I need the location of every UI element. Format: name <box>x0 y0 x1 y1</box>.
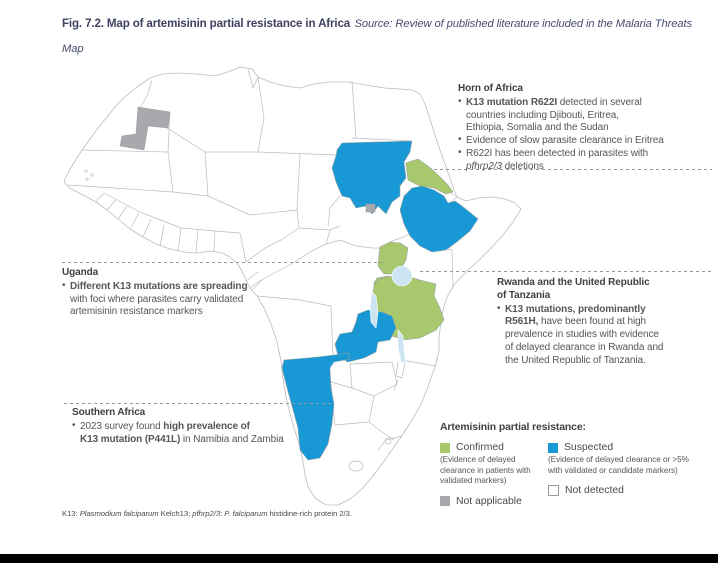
annotation-southern-africa: Southern Africa 2023 survey found high p… <box>72 407 324 446</box>
country-zambia <box>334 309 397 363</box>
annotation-uganda: Uganda Different K13 mutations are sprea… <box>62 267 286 319</box>
bottom-black-bar <box>0 554 718 563</box>
lake-victoria <box>391 265 413 287</box>
legend-grid: Confirmed (Evidence of delayed clearance… <box>440 442 714 507</box>
legend-item-suspected: Suspected <box>548 442 714 453</box>
legend-label: Confirmed <box>456 442 504 453</box>
bullet-item: Evidence of slow parasite clearance in E… <box>458 134 710 148</box>
lakes <box>369 265 413 363</box>
africa-continent-outline <box>63 66 522 506</box>
leader-line-southern-africa <box>64 403 332 404</box>
legend-item-confirmed: Confirmed <box>440 442 548 453</box>
legend-note-suspected: (Evidence of delayed clearance or >5% wi… <box>548 455 689 475</box>
legend-title: Artemisinin partial resistance: <box>440 422 586 433</box>
status-countries <box>119 106 479 461</box>
legend-column-right: Suspected (Evidence of delayed clearance… <box>548 442 714 507</box>
annotation-horn-of-africa: Horn of Africa K13 mutation R622I detect… <box>458 83 710 174</box>
figure-title: Fig. 7.2. Map of artemisinin partial res… <box>62 11 714 61</box>
annotation-rwanda-tanzania: Rwanda and the United Republic of Tanzani… <box>497 277 709 368</box>
country-eritrea <box>405 158 454 195</box>
bullet-item: K13 mutation R622I detected in severalco… <box>458 96 710 135</box>
legend-item-not-applicable: Not applicable <box>440 496 548 507</box>
not-applicable-swatch <box>440 496 450 507</box>
not-detected-swatch <box>548 485 559 497</box>
suspected-swatch <box>548 442 558 453</box>
country-ethiopia <box>399 185 479 253</box>
legend-label: Not detected <box>565 485 624 497</box>
bullet-item: R622I has been detected in parasites wit… <box>458 147 710 174</box>
leader-line-uganda <box>62 262 384 263</box>
country-abyei <box>365 203 376 213</box>
bullet-item: 2023 survey found high prevalence ofK13 … <box>72 420 324 447</box>
annotation-heading: Rwanda and the United Republic of Tanzani… <box>497 277 650 301</box>
figure-heading: Fig. 7.2. Map of artemisinin partial res… <box>62 17 351 30</box>
annotation-heading: Southern Africa <box>72 407 146 418</box>
annotation-bullets: Different K13 mutations are spreadingwit… <box>62 280 286 319</box>
annotation-bullets: 2023 survey found high prevalence ofK13 … <box>72 420 324 447</box>
annotation-heading: Horn of Africa <box>458 83 523 94</box>
annotation-heading: Uganda <box>62 267 99 278</box>
annotation-bullets: K13 mutation R622I detected in severalco… <box>458 96 710 174</box>
legend-note-confirmed: (Evidence of delayed clearance in patien… <box>440 455 531 486</box>
legend-label: Not applicable <box>456 495 522 507</box>
confirmed-swatch <box>440 442 450 453</box>
country-sudan <box>331 140 413 215</box>
country-western-sahara <box>119 106 171 151</box>
figure-source-note: Source: Review of published literature i… <box>62 18 693 55</box>
figure-footnote: K13: Plasmodium falciparum Kelch13; pfhr… <box>62 509 352 518</box>
legend-item-not-detected: Not detected <box>548 485 714 497</box>
legend-label: Suspected <box>564 442 614 453</box>
bullet-item: Different K13 mutations are spreadingwit… <box>62 280 286 319</box>
lake-malawi <box>397 329 407 363</box>
legend: Artemisinin partial resistance: Confirme… <box>440 422 714 507</box>
leader-line-rwanda-tanzania <box>420 271 712 272</box>
legend-column-left: Confirmed (Evidence of delayed clearance… <box>440 442 548 507</box>
lake-tanganyika <box>369 291 379 329</box>
